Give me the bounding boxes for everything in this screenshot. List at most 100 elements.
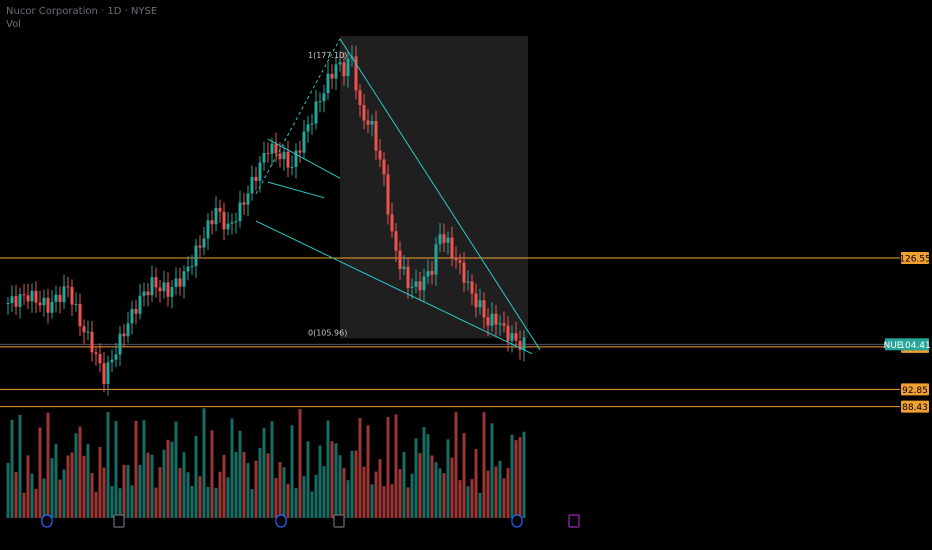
candle-body[interactable] [258, 162, 262, 181]
candle-body[interactable] [366, 120, 370, 125]
candle-body[interactable] [406, 266, 410, 288]
candle-body[interactable] [22, 294, 26, 296]
candle-body[interactable] [294, 150, 298, 167]
candle-body[interactable] [510, 333, 514, 342]
candle-body[interactable] [426, 270, 430, 277]
candle-body[interactable] [502, 323, 506, 326]
candle-body[interactable] [522, 337, 526, 350]
candle-body[interactable] [330, 73, 334, 79]
flag-upper-line[interactable] [267, 138, 341, 179]
candle-body[interactable] [306, 124, 310, 132]
candle-body[interactable] [10, 296, 14, 303]
candle-body[interactable] [394, 231, 398, 251]
candle-body[interactable] [70, 286, 74, 305]
candle-body[interactable] [354, 56, 358, 91]
candle-body[interactable] [422, 276, 426, 291]
candle-body[interactable] [490, 313, 494, 326]
candle-body[interactable] [238, 202, 242, 222]
candle-body[interactable] [462, 262, 466, 283]
candle-body[interactable] [106, 362, 110, 384]
candle-body[interactable] [286, 151, 290, 168]
candle-body[interactable] [514, 333, 518, 341]
candle-body[interactable] [302, 131, 306, 153]
candle-body[interactable] [338, 62, 342, 65]
candle-body[interactable] [174, 278, 178, 288]
candle-body[interactable] [130, 308, 134, 324]
candle-body[interactable] [102, 363, 106, 384]
candle-body[interactable] [346, 58, 350, 77]
candle-body[interactable] [118, 333, 122, 355]
candle-body[interactable] [210, 220, 214, 225]
candle-body[interactable] [438, 234, 442, 245]
candle-body[interactable] [6, 303, 10, 304]
candle-body[interactable] [386, 174, 390, 215]
lower-wedge-line[interactable] [255, 220, 533, 355]
candle-body[interactable] [310, 123, 314, 125]
candle-body[interactable] [470, 281, 474, 294]
candle-body[interactable] [34, 290, 38, 303]
candle-body[interactable] [162, 282, 166, 292]
candle-body[interactable] [158, 287, 162, 292]
candle-body[interactable] [138, 295, 142, 314]
candle-body[interactable] [282, 151, 286, 160]
candle-body[interactable] [414, 281, 418, 287]
candle-body[interactable] [218, 207, 222, 212]
candle-body[interactable] [242, 202, 246, 205]
candle-body[interactable] [182, 271, 186, 287]
dividend-marker[interactable] [41, 514, 53, 528]
candle-body[interactable] [190, 266, 194, 268]
candle-body[interactable] [198, 245, 202, 248]
candle-body[interactable] [82, 326, 86, 333]
candle-body[interactable] [178, 278, 182, 287]
candle-body[interactable] [42, 297, 46, 306]
candle-body[interactable] [30, 290, 34, 302]
candle-body[interactable] [290, 166, 294, 168]
candle-body[interactable] [214, 207, 218, 225]
candle-body[interactable] [382, 159, 386, 175]
candle-body[interactable] [318, 101, 322, 103]
candle-body[interactable] [250, 176, 254, 194]
descending-trendline[interactable] [339, 38, 541, 351]
candle-body[interactable] [430, 270, 434, 275]
candle-body[interactable] [186, 266, 190, 272]
candle-body[interactable] [434, 244, 438, 275]
candle-body[interactable] [226, 223, 230, 230]
candle-body[interactable] [122, 333, 126, 337]
candle-body[interactable] [418, 281, 422, 291]
candle-body[interactable] [150, 277, 154, 296]
candle-body[interactable] [450, 237, 454, 258]
candle-body[interactable] [326, 73, 330, 94]
candle-body[interactable] [398, 250, 402, 270]
candle-body[interactable] [474, 293, 478, 308]
candle-body[interactable] [266, 153, 270, 155]
candle-body[interactable] [114, 354, 118, 360]
earnings-marker[interactable] [568, 514, 580, 528]
candle-body[interactable] [270, 143, 274, 154]
candle-body[interactable] [390, 214, 394, 232]
candle-body[interactable] [86, 331, 90, 333]
candle-body[interactable] [194, 245, 198, 267]
dividend-marker[interactable] [511, 514, 523, 528]
candle-body[interactable] [454, 257, 458, 261]
candle-body[interactable] [518, 340, 522, 350]
candle-body[interactable] [54, 294, 58, 302]
candle-body[interactable] [146, 291, 150, 296]
candle-body[interactable] [222, 211, 226, 230]
candle-body[interactable] [98, 353, 102, 364]
candle-body[interactable] [134, 308, 138, 314]
earnings-marker[interactable] [333, 514, 345, 528]
candle-body[interactable] [62, 286, 66, 303]
candle-body[interactable] [46, 297, 50, 313]
candle-body[interactable] [334, 64, 338, 79]
candle-body[interactable] [26, 295, 30, 302]
candle-body[interactable] [126, 323, 130, 337]
dividend-marker[interactable] [275, 514, 287, 528]
candle-body[interactable] [234, 221, 238, 223]
candle-body[interactable] [278, 153, 282, 160]
candle-body[interactable] [478, 300, 482, 308]
candle-body[interactable] [18, 294, 22, 307]
candle-body[interactable] [274, 143, 278, 154]
candle-body[interactable] [166, 282, 170, 297]
candle-body[interactable] [298, 150, 302, 153]
